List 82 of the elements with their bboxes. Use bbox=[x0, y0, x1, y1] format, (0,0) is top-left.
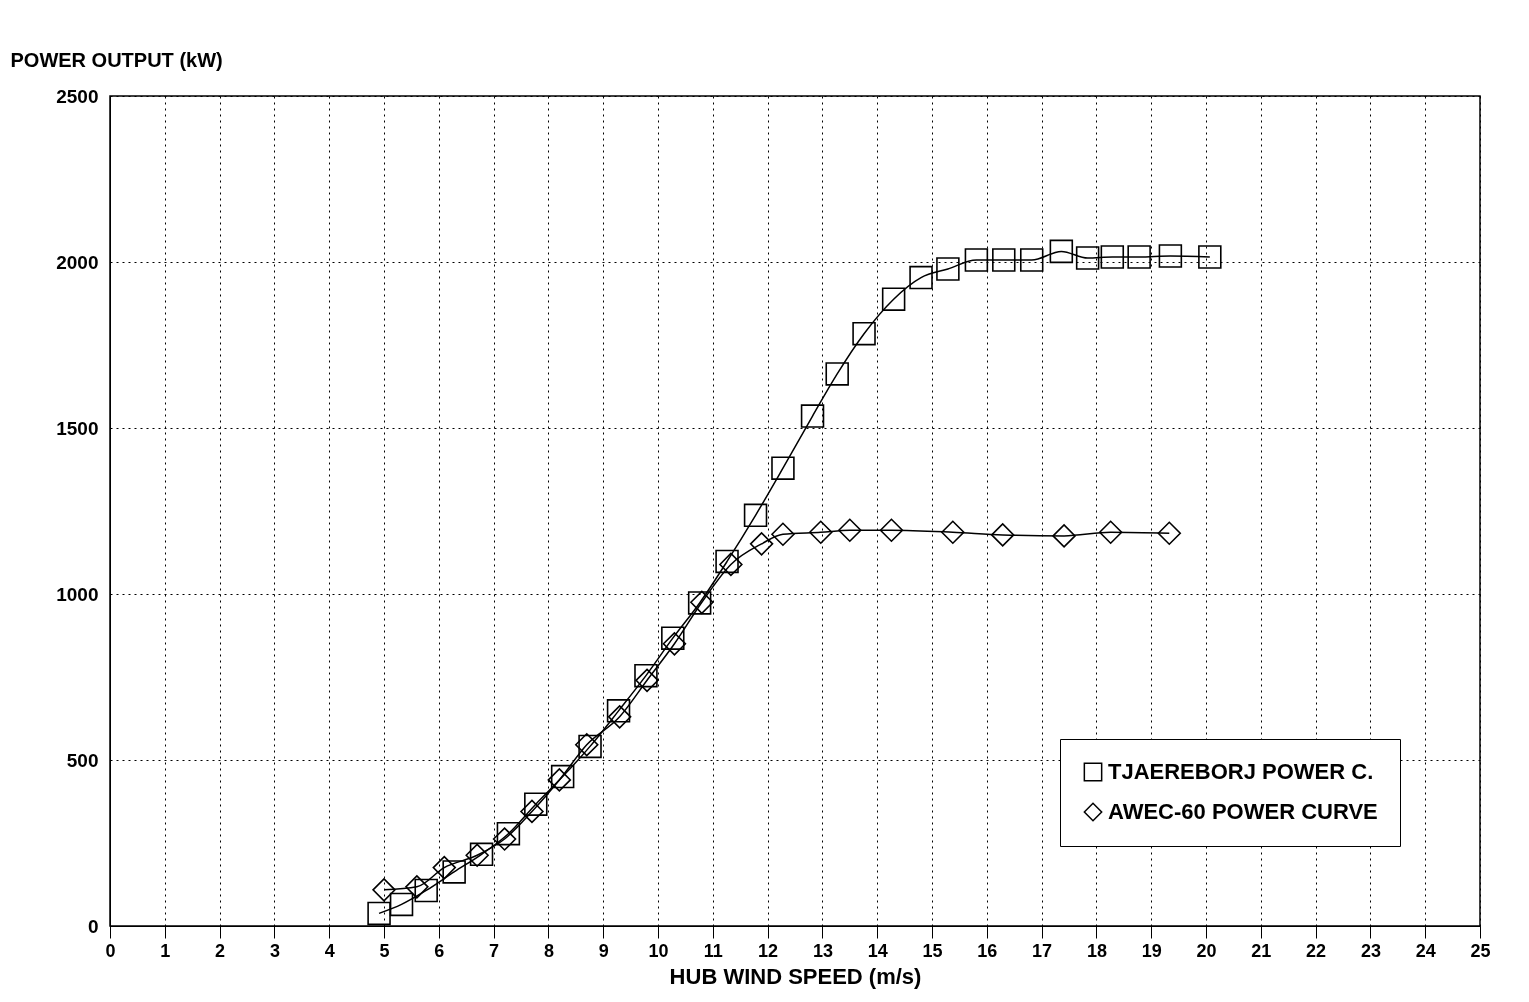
x-tick-label: 0 bbox=[105, 940, 116, 961]
point bbox=[809, 520, 833, 544]
y-tick-label: 500 bbox=[66, 749, 99, 771]
point bbox=[661, 626, 685, 650]
point bbox=[936, 257, 960, 281]
point bbox=[1075, 246, 1100, 270]
point bbox=[607, 705, 632, 729]
x-tick-label: 20 bbox=[1196, 940, 1217, 961]
x-tick-label: 18 bbox=[1086, 940, 1107, 961]
x-tick-label: 17 bbox=[1032, 940, 1053, 961]
x-tick-label: 14 bbox=[867, 940, 888, 961]
x-axis-title: HUB WIND SPEED (m/s) bbox=[669, 963, 922, 989]
point bbox=[606, 699, 631, 723]
point bbox=[1049, 239, 1074, 264]
point bbox=[414, 878, 438, 903]
point bbox=[990, 523, 1015, 547]
point bbox=[771, 522, 795, 546]
point bbox=[662, 632, 687, 656]
point bbox=[771, 456, 795, 480]
point bbox=[520, 799, 544, 824]
x-tick-label: 1 bbox=[160, 940, 171, 961]
y-tick-label: 2000 bbox=[56, 251, 99, 273]
point bbox=[1127, 245, 1151, 269]
x-tick-label: 7 bbox=[489, 940, 500, 961]
point bbox=[852, 321, 876, 346]
x-tick-label: 8 bbox=[543, 940, 554, 961]
point bbox=[838, 518, 862, 543]
y-tick-label: 2500 bbox=[56, 85, 99, 107]
point bbox=[1198, 245, 1222, 269]
point bbox=[442, 860, 466, 884]
x-tick-label: 22 bbox=[1306, 940, 1327, 961]
point bbox=[909, 265, 933, 290]
x-tick-label: 10 bbox=[648, 940, 669, 961]
x-tick-label: 5 bbox=[379, 940, 390, 961]
x-tick-label: 21 bbox=[1251, 940, 1272, 961]
x-tick-label: 4 bbox=[324, 940, 335, 961]
point bbox=[372, 878, 396, 902]
x-tick-label: 13 bbox=[812, 940, 833, 961]
point bbox=[941, 520, 965, 544]
point bbox=[524, 792, 548, 816]
x-tick-label: 12 bbox=[758, 940, 779, 961]
point bbox=[405, 875, 429, 899]
point bbox=[432, 855, 457, 880]
x-tick-label: 9 bbox=[598, 940, 609, 961]
x-tick-label: 15 bbox=[922, 940, 943, 961]
point bbox=[492, 827, 517, 851]
point bbox=[389, 892, 414, 917]
x-tick-label: 11 bbox=[703, 940, 723, 961]
x-tick-label: 3 bbox=[269, 940, 280, 961]
point bbox=[1052, 524, 1076, 548]
point bbox=[367, 901, 391, 926]
point bbox=[635, 668, 659, 693]
point bbox=[743, 503, 768, 528]
point bbox=[881, 287, 906, 311]
point bbox=[1098, 520, 1123, 544]
y-axis-title: POWER OUTPUT (kW) bbox=[10, 48, 223, 71]
x-tick-label: 24 bbox=[1415, 940, 1436, 961]
point bbox=[749, 532, 774, 556]
point bbox=[1019, 248, 1044, 272]
point bbox=[992, 248, 1016, 272]
point bbox=[1100, 245, 1125, 269]
point bbox=[800, 404, 825, 428]
x-tick-label: 6 bbox=[434, 940, 445, 961]
point bbox=[469, 842, 494, 867]
point bbox=[634, 663, 658, 688]
y-tick-label: 0 bbox=[87, 915, 99, 937]
point bbox=[825, 362, 849, 386]
x-tick-label: 25 bbox=[1470, 940, 1491, 961]
x-tick-label: 23 bbox=[1360, 940, 1381, 961]
legend-label: TJAEREBORJ POWER C. bbox=[1108, 759, 1374, 784]
point bbox=[964, 248, 989, 272]
legend-label: AWEC-60 POWER CURVE bbox=[1108, 799, 1378, 824]
y-tick-label: 1000 bbox=[56, 583, 99, 605]
x-tick-label: 19 bbox=[1141, 940, 1162, 961]
point bbox=[1157, 521, 1182, 545]
y-tick-label: 1500 bbox=[56, 417, 99, 439]
point bbox=[879, 518, 904, 543]
x-tick-label: 2 bbox=[215, 940, 226, 961]
point bbox=[465, 843, 489, 868]
point bbox=[1158, 244, 1183, 268]
x-tick-label: 16 bbox=[977, 940, 998, 961]
point bbox=[496, 821, 521, 846]
